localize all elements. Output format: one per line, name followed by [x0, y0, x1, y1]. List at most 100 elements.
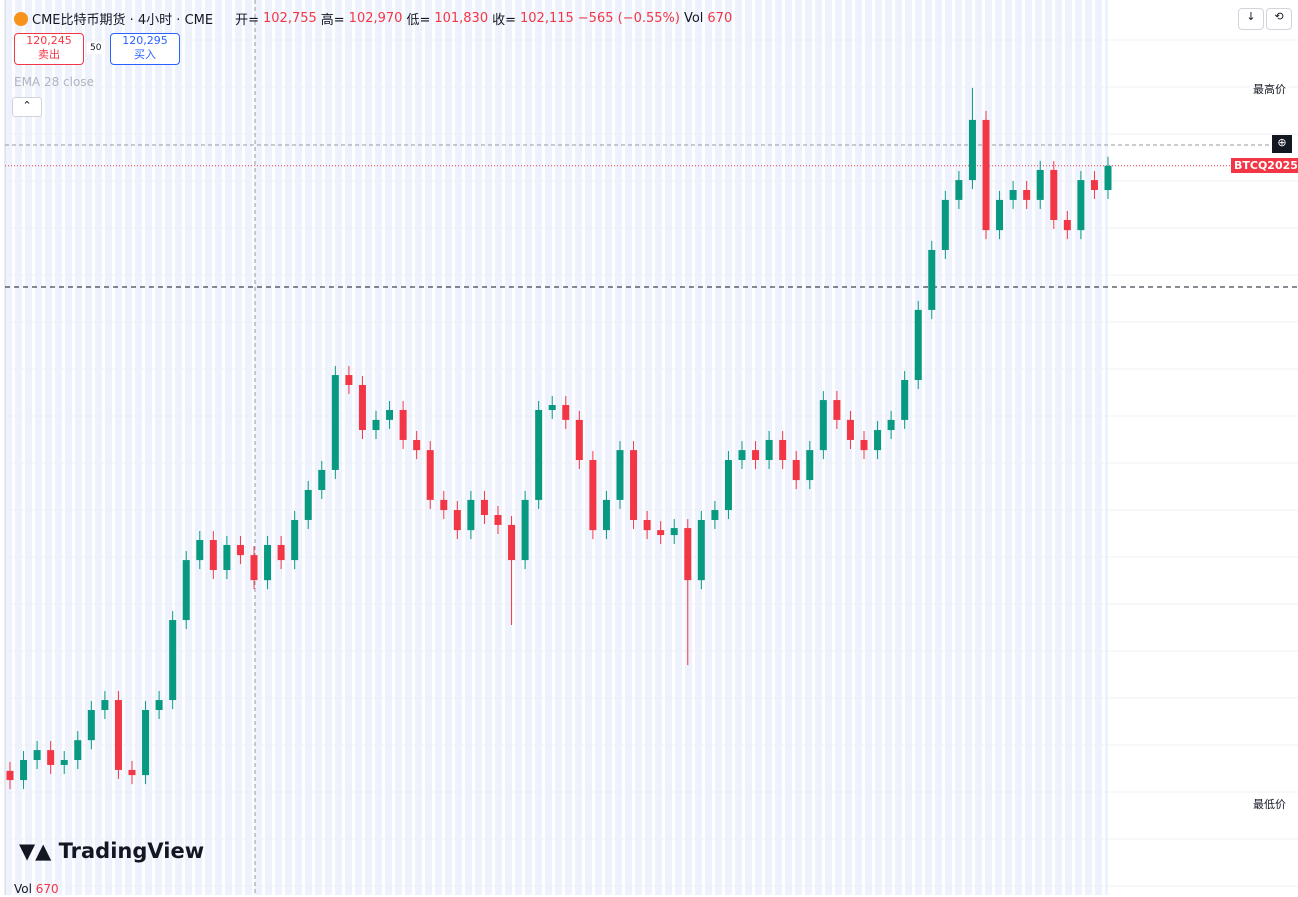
down-button[interactable]: ↓: [1238, 8, 1264, 30]
candle-body: [1104, 165, 1112, 191]
candle-body: [6, 770, 14, 781]
candle-body: [196, 540, 204, 561]
candle-body: [616, 450, 624, 500]
candle-body: [60, 760, 68, 765]
candle-body: [765, 439, 773, 461]
lowest-label: 最低价: [1250, 795, 1289, 813]
collapse-button[interactable]: ⌃: [12, 97, 42, 117]
candle-body: [331, 375, 339, 470]
candle-body: [345, 375, 353, 385]
candle-body: [304, 489, 312, 520]
sell-button[interactable]: 120,245 卖出: [14, 33, 84, 65]
candle-body: [792, 460, 800, 481]
candle-body: [20, 760, 28, 781]
candle-body: [928, 249, 936, 310]
buy-button[interactable]: 120,295 买入: [110, 33, 180, 65]
session-background: [5, 0, 1108, 895]
candle-body: [684, 528, 692, 581]
candle-body: [87, 709, 95, 741]
candle-body: [819, 400, 827, 451]
indicator-label[interactable]: EMA 28 close: [14, 75, 94, 89]
close-value: 102,115: [520, 11, 574, 26]
candle-body: [887, 419, 895, 431]
high-label: 高=: [320, 13, 345, 28]
candle-body: [236, 544, 244, 556]
candle-body: [548, 405, 556, 410]
candle-body: [589, 460, 597, 531]
buy-price: 120,295: [122, 34, 168, 47]
sell-price: 120,245: [26, 34, 72, 47]
candle-body: [264, 544, 272, 581]
coin-icon: [14, 11, 28, 26]
candle-body: [535, 409, 543, 500]
candle-body: [833, 400, 841, 420]
candle-body: [426, 450, 434, 500]
candle-body: [508, 524, 516, 561]
candle-body: [413, 439, 421, 451]
candle-body: [711, 510, 719, 520]
candle-body: [386, 409, 394, 420]
candle-body: [114, 700, 122, 770]
candle-body: [779, 439, 787, 461]
add-button[interactable]: ⊕: [1272, 135, 1292, 153]
spread: 50: [87, 42, 105, 54]
brand-logo: ▼▲: [19, 839, 59, 863]
candle-body: [209, 540, 217, 571]
candle-body: [1036, 169, 1044, 200]
candle-body: [724, 460, 732, 511]
candle-body: [996, 199, 1004, 231]
candle-body: [860, 439, 868, 451]
candle-body: [562, 405, 570, 420]
candle-body: [372, 419, 380, 431]
candle-body: [277, 544, 285, 561]
candle-body: [697, 519, 705, 581]
candle-body: [1090, 180, 1098, 191]
candle-body: [657, 530, 665, 536]
candle-body: [521, 499, 529, 561]
candle-body: [738, 450, 746, 461]
candle-body: [630, 450, 638, 520]
candle-body: [480, 499, 488, 516]
fullscreen-button[interactable]: ⟲: [1266, 8, 1292, 30]
high-value: 102,970: [348, 11, 403, 26]
symbol-title[interactable]: CME比特币期货 · 4小时 · CME: [32, 13, 214, 28]
candle-body: [33, 750, 41, 761]
candle-body: [182, 560, 190, 621]
highest-label: 最高价: [1250, 80, 1289, 98]
brand-text: TradingView: [58, 839, 205, 863]
candle-body: [968, 119, 976, 181]
candle-body: [901, 380, 909, 420]
candle-body: [1009, 190, 1017, 200]
candle-body: [874, 430, 882, 451]
candle-body: [47, 750, 55, 765]
close-label: 收=: [492, 13, 517, 28]
volume-value: 670: [35, 882, 59, 896]
change-value: −565 (−0.55%): [577, 11, 680, 26]
candle-body: [914, 309, 922, 381]
brand: ▼▲ TradingView: [16, 838, 207, 864]
candle-body: [941, 199, 949, 250]
candle-body: [101, 700, 109, 710]
candle-body: [399, 409, 407, 440]
candle-body: [1050, 169, 1058, 220]
candle-body: [467, 499, 475, 531]
candle-body: [223, 544, 231, 571]
candle-body: [74, 740, 82, 761]
symbol-price-label: BTCQ2025: [1231, 158, 1298, 173]
low-label: 低=: [406, 13, 431, 28]
candle-body: [318, 469, 326, 490]
vol-label: Vol: [683, 11, 704, 26]
candle-body: [250, 555, 258, 581]
candle-body: [142, 709, 150, 776]
candle-body: [643, 519, 651, 531]
legend: CME比特币期货 · 4小时 · CME 开= 102,755 高= 102,970…: [14, 9, 732, 28]
open-value: 102,755: [263, 11, 317, 26]
volume-label: Vol: [14, 882, 32, 896]
candle-body: [1023, 190, 1031, 200]
candle-body: [846, 419, 854, 440]
candle-body: [494, 515, 502, 525]
candle-body: [575, 419, 583, 461]
candle-body: [1063, 219, 1071, 231]
